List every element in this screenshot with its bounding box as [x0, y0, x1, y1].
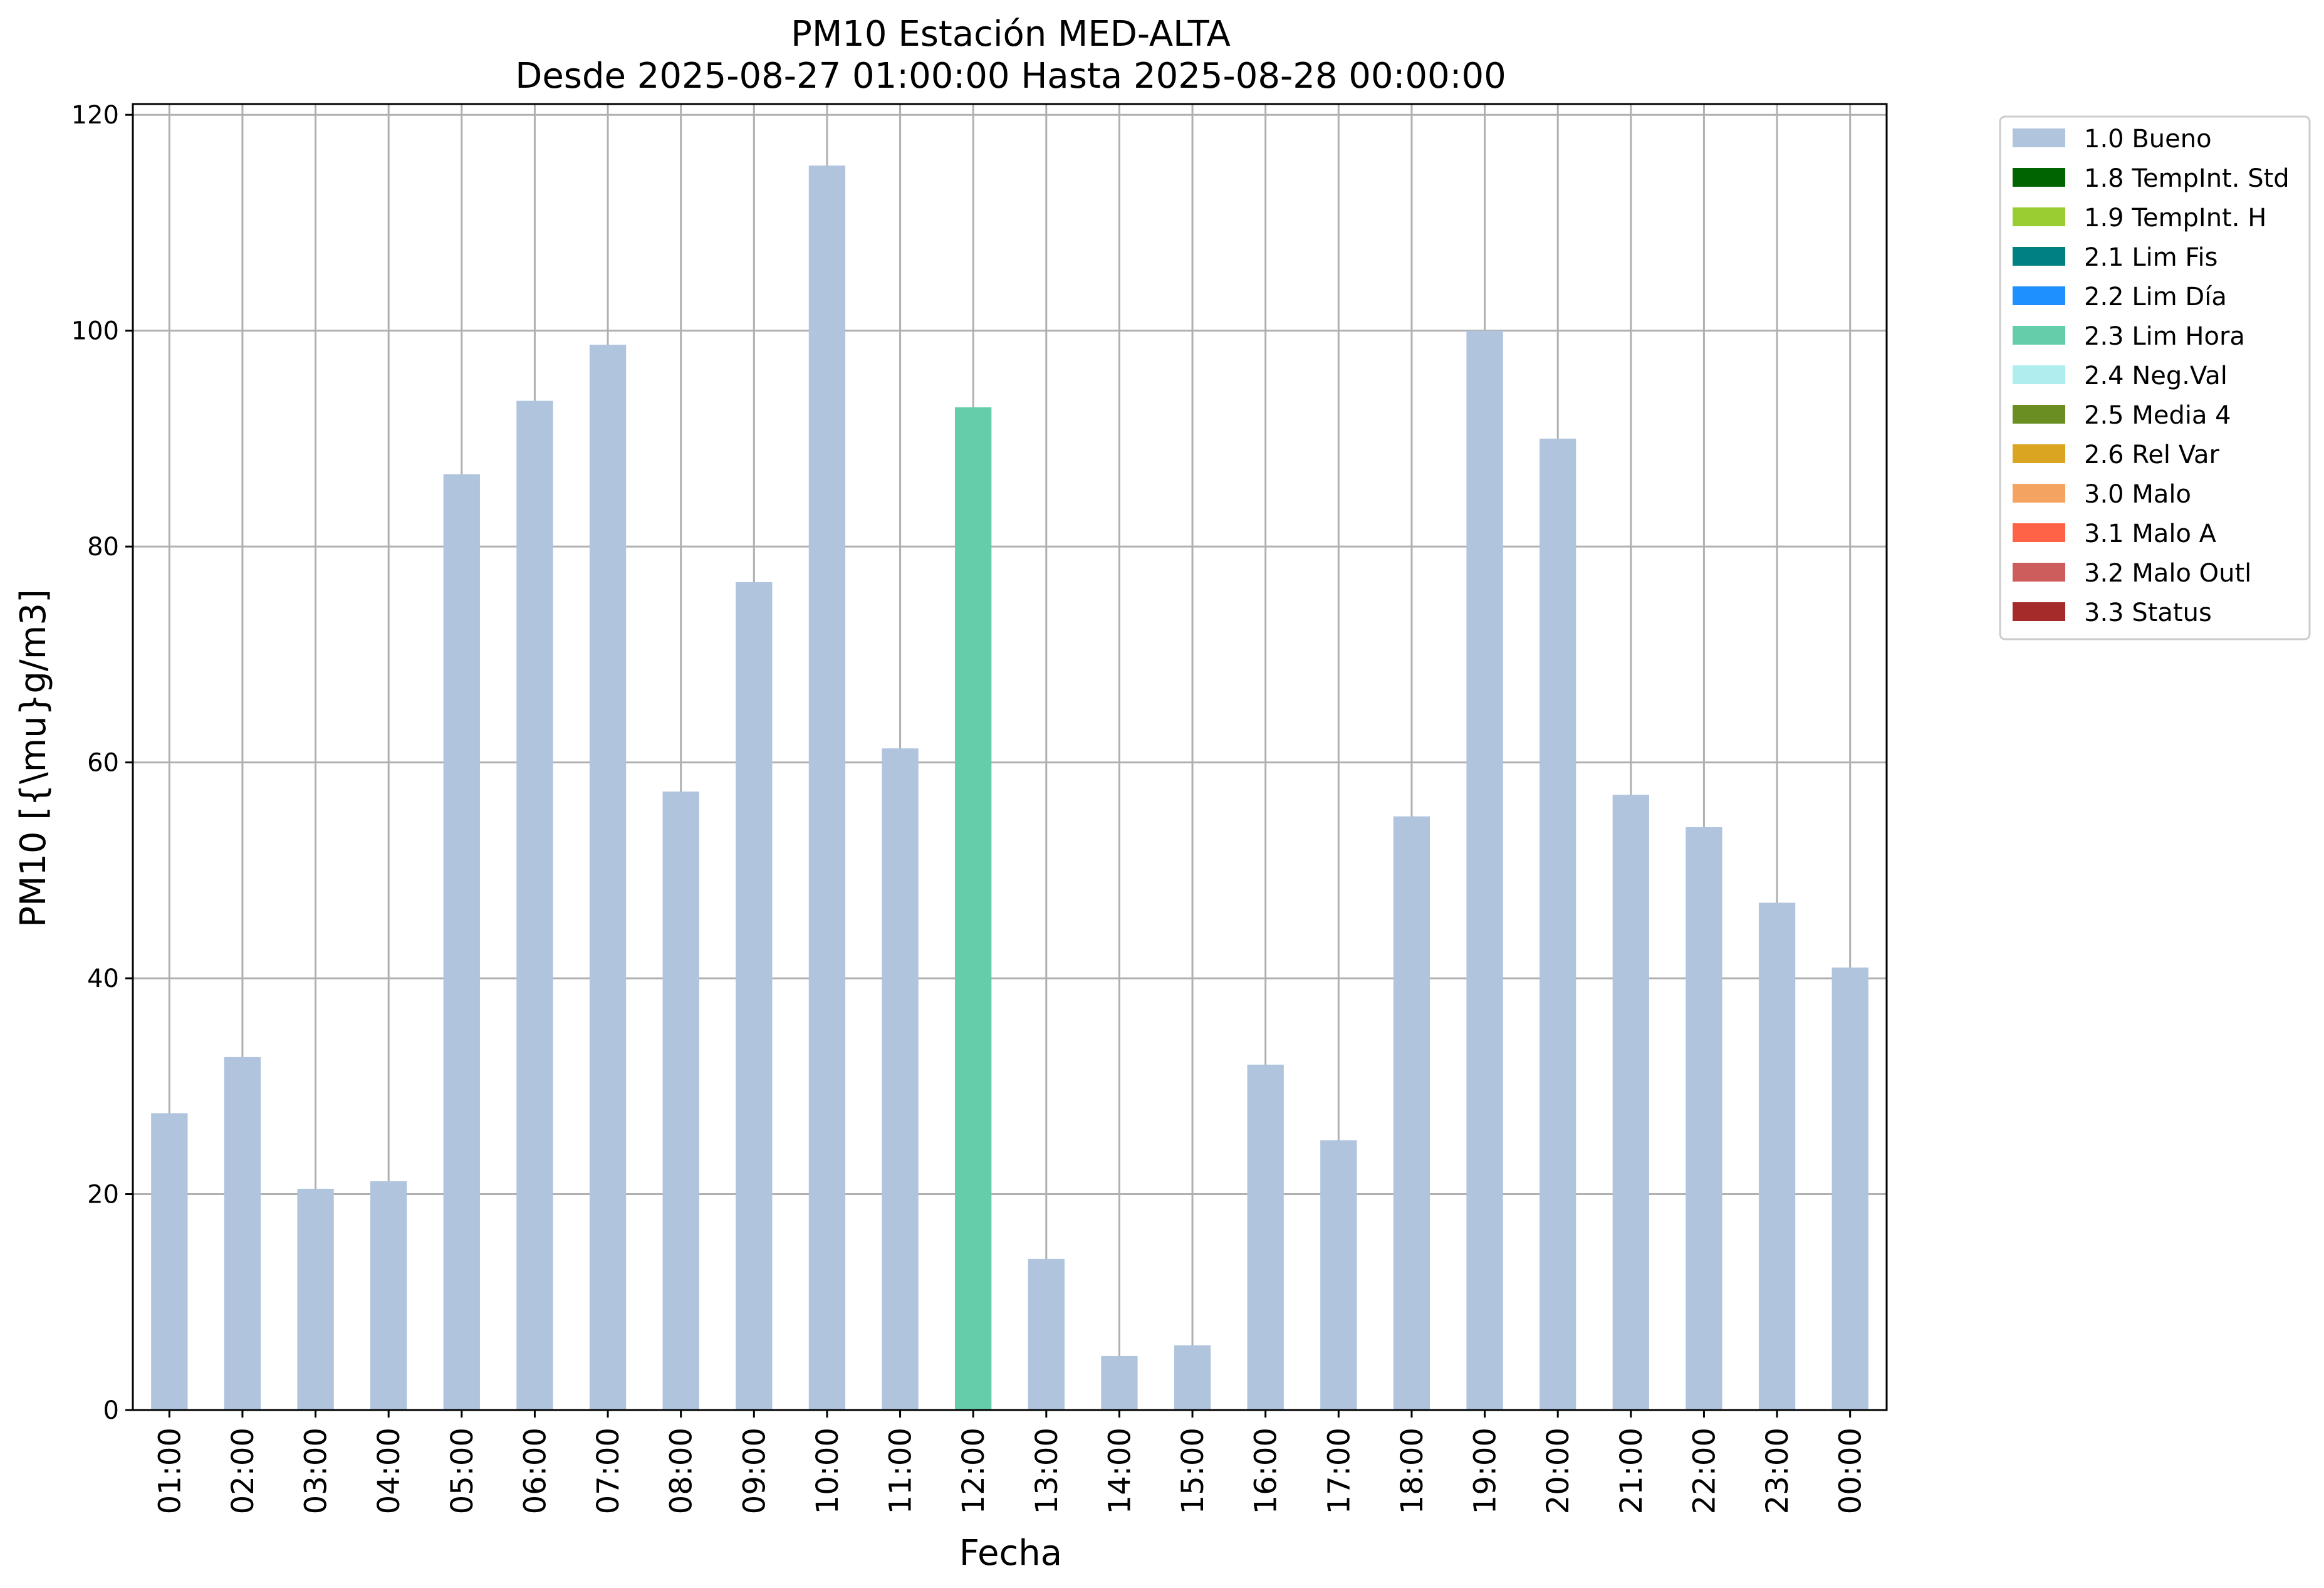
legend: 1.0 Bueno 1.8 TempInt. Std 1.9 TempInt. H 2…	[1999, 115, 2311, 640]
legend-swatch	[2013, 326, 2065, 345]
legend-label: 3.1 Malo A	[2084, 520, 2217, 548]
x-tick-label: 10:00	[810, 1428, 845, 1514]
legend-label: 2.4 Neg.Val	[2084, 362, 2228, 390]
bar-14:00	[1101, 1356, 1138, 1410]
legend-swatch	[2013, 168, 2065, 187]
chart-subtitle: Desde 2025-08-27 01:00:00 Hasta 2025-08-…	[515, 56, 1506, 97]
x-tick-label: 23:00	[1760, 1428, 1795, 1514]
y-tick-label: 80	[87, 533, 119, 562]
legend-label: 2.1 Lim Fis	[2084, 243, 2217, 272]
x-tick-label: 03:00	[299, 1428, 334, 1514]
bars-group	[151, 165, 1868, 1411]
x-tick-label: 18:00	[1395, 1428, 1430, 1514]
bar-18:00	[1393, 816, 1430, 1410]
y-tick-label: 100	[71, 317, 119, 346]
legend-label: 2.3 Lim Hora	[2084, 322, 2245, 351]
x-tick-label: 04:00	[372, 1428, 407, 1514]
legend-label: 3.3 Status	[2084, 598, 2212, 627]
y-tick-label: 60	[87, 749, 119, 778]
bar-06:00	[516, 400, 553, 1410]
bar-00:00	[1832, 967, 1868, 1410]
y-tick-label: 120	[71, 101, 119, 130]
bar-09:00	[736, 582, 773, 1410]
chart-title: PM10 Estación MED-ALTA	[791, 14, 1231, 55]
y-tick-label: 40	[87, 964, 119, 993]
bar-02:00	[224, 1057, 261, 1410]
bar-22:00	[1686, 827, 1722, 1410]
y-axis-label: PM10 [{\mu}g/m3]	[13, 589, 54, 927]
x-tick-label: 01:00	[152, 1428, 187, 1514]
legend-swatch	[2013, 484, 2065, 503]
x-tick-label: 12:00	[956, 1428, 991, 1514]
x-tick-label: 00:00	[1833, 1428, 1868, 1514]
bar-01:00	[151, 1113, 188, 1410]
legend-label: 2.2 Lim Día	[2084, 283, 2227, 311]
x-tick-label: 13:00	[1029, 1428, 1065, 1514]
bar-05:00	[443, 474, 480, 1411]
x-tick-label: 20:00	[1541, 1428, 1576, 1514]
bar-21:00	[1612, 795, 1649, 1410]
x-tick-label: 21:00	[1614, 1428, 1649, 1514]
bar-23:00	[1758, 902, 1796, 1410]
x-tick-label: 02:00	[226, 1428, 261, 1514]
bar-12:00	[955, 407, 992, 1411]
x-tick-label: 14:00	[1102, 1428, 1137, 1514]
legend-swatch	[2013, 444, 2065, 463]
x-tick-label: 17:00	[1321, 1428, 1357, 1514]
y-tick-label: 20	[87, 1181, 119, 1209]
legend-swatch	[2013, 247, 2065, 266]
legend-label: 1.8 TempInt. Std	[2084, 164, 2290, 193]
bar-20:00	[1540, 438, 1576, 1410]
x-tick-label: 16:00	[1249, 1428, 1284, 1514]
plot-frame	[132, 103, 1888, 1411]
legend-label: 2.5 Media 4	[2084, 401, 2231, 430]
legend-swatch	[2013, 405, 2065, 424]
bar-10:00	[808, 165, 846, 1411]
x-tick-label: 15:00	[1175, 1428, 1211, 1514]
legend-label: 2.6 Rel Var	[2084, 441, 2220, 469]
bar-13:00	[1028, 1258, 1065, 1410]
x-tick-label: 06:00	[518, 1428, 553, 1514]
legend-label: 1.0 Bueno	[2084, 125, 2212, 154]
legend-swatch	[2013, 602, 2065, 621]
x-axis-label: Fecha	[959, 1533, 1062, 1574]
bar-11:00	[882, 748, 919, 1410]
bar-04:00	[370, 1181, 407, 1410]
legend-label: 3.2 Malo Outl	[2084, 559, 2251, 588]
bar-17:00	[1320, 1140, 1357, 1410]
bar-03:00	[297, 1188, 334, 1410]
x-tick-label: 22:00	[1687, 1428, 1722, 1514]
bar-15:00	[1174, 1345, 1211, 1410]
x-tick-label: 07:00	[591, 1428, 626, 1514]
bar-16:00	[1247, 1064, 1284, 1410]
legend-swatch	[2013, 365, 2065, 384]
legend-label: 3.0 Malo	[2084, 480, 2191, 509]
y-axis-ticks: 0 20 40 60 80 100 120	[71, 101, 133, 1425]
legend-swatch	[2013, 523, 2065, 542]
x-tick-label: 19:00	[1468, 1428, 1503, 1514]
x-axis-ticks: 01:00 02:00 03:00 04:00 05:00 06:00 07:00 08:00…	[152, 1410, 1868, 1514]
legend-label: 1.9 TempInt. H	[2084, 204, 2266, 232]
legend-swatch	[2013, 563, 2065, 582]
legend-frame	[1999, 115, 2311, 640]
x-tick-label: 09:00	[737, 1428, 772, 1514]
bar-19:00	[1466, 330, 1503, 1410]
y-tick-label: 0	[103, 1396, 119, 1425]
bar-07:00	[589, 345, 627, 1410]
legend-swatch	[2013, 207, 2065, 226]
x-tick-label: 05:00	[445, 1428, 480, 1514]
x-tick-label: 08:00	[664, 1428, 699, 1514]
x-tick-label: 11:00	[883, 1428, 919, 1514]
legend-swatch	[2013, 128, 2065, 147]
bar-08:00	[662, 791, 699, 1410]
legend-swatch	[2013, 286, 2065, 305]
